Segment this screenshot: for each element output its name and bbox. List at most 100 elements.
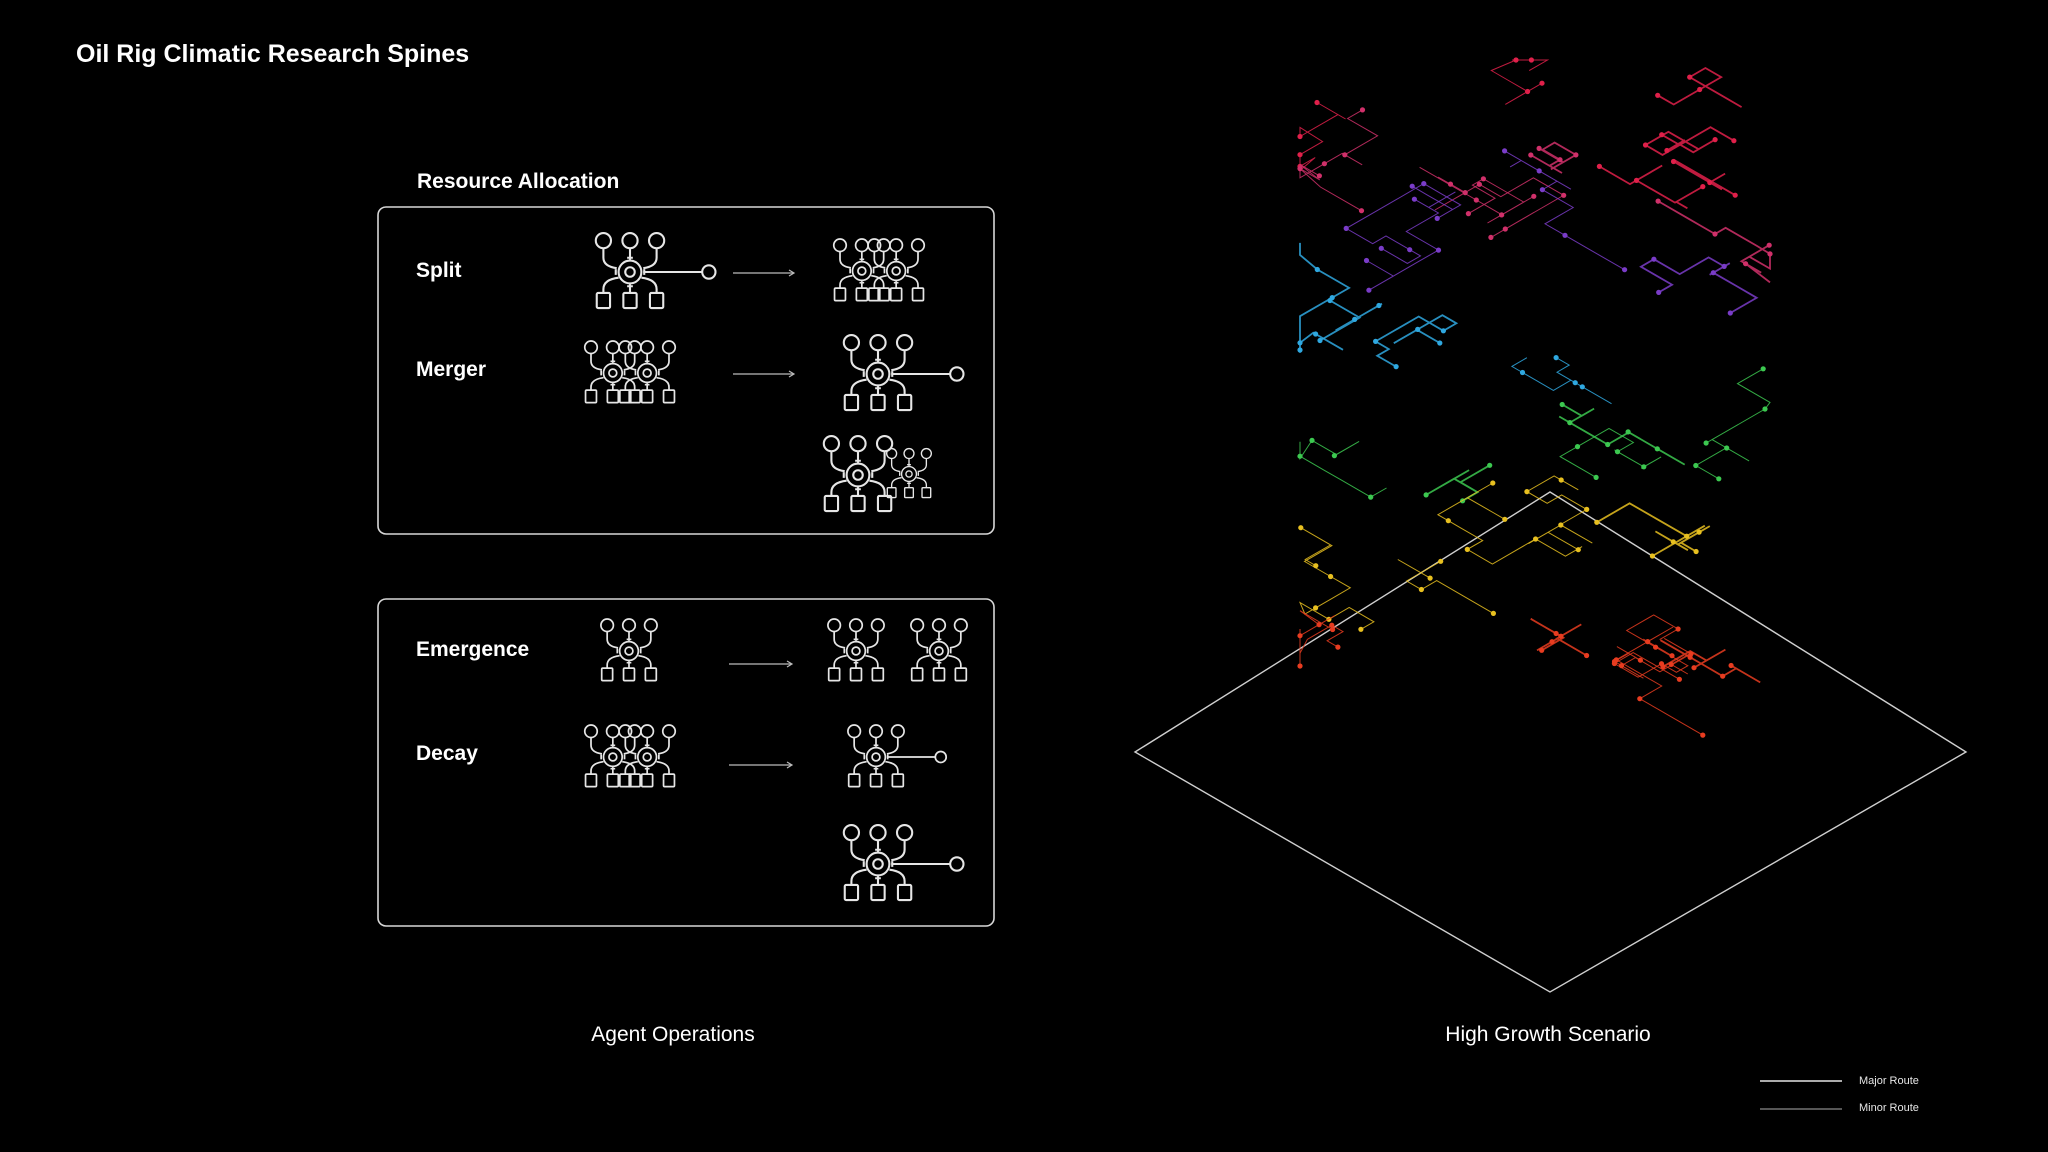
- route-line: [1598, 164, 1704, 210]
- route-node: [1407, 247, 1413, 253]
- route-node: [1490, 610, 1496, 617]
- route-node: [1553, 630, 1559, 637]
- route-node: [1487, 462, 1493, 468]
- decay-after-small-agent-icon: [848, 725, 946, 787]
- route-line: [1436, 482, 1583, 565]
- route-node: [1727, 310, 1733, 316]
- route-line: [1657, 200, 1771, 284]
- route-node: [1329, 622, 1335, 628]
- route-line: [1504, 150, 1625, 271]
- route-node: [1316, 173, 1322, 179]
- route-node: [1298, 525, 1304, 531]
- route-node: [1314, 266, 1320, 273]
- route-node: [1393, 364, 1399, 370]
- route-line: [1643, 126, 1735, 156]
- route-node: [1712, 231, 1718, 237]
- isometric-base-plane: [1133, 491, 1968, 993]
- resource-allocation-title: Resource Allocation: [417, 170, 620, 193]
- route-node: [1473, 197, 1479, 203]
- route-node: [1409, 183, 1415, 189]
- decay-after-large-agent-icon: [844, 825, 964, 900]
- route-node: [1297, 152, 1303, 158]
- route-node: [1625, 429, 1631, 435]
- route-node: [1513, 57, 1519, 63]
- route-node: [1710, 270, 1716, 276]
- route-node: [1762, 406, 1768, 412]
- split-label: Split: [416, 259, 462, 282]
- route-node: [1440, 328, 1446, 334]
- route-node: [1675, 626, 1681, 632]
- route-node: [1297, 340, 1303, 346]
- route-node: [1524, 489, 1530, 495]
- route-node: [1721, 263, 1727, 269]
- route-node: [1684, 533, 1690, 539]
- route-node: [1373, 338, 1379, 344]
- route-node: [1368, 494, 1374, 500]
- route-node: [1343, 225, 1349, 231]
- route-node: [1297, 633, 1303, 639]
- route-node: [1316, 622, 1322, 628]
- route-node: [1427, 575, 1433, 581]
- route-node: [1465, 211, 1471, 217]
- legend-major-route-label: Major Route: [1859, 1075, 1919, 1087]
- route-node: [1335, 644, 1341, 650]
- route-node: [1502, 226, 1508, 232]
- route-node: [1731, 138, 1737, 144]
- route-node: [1557, 157, 1563, 163]
- decay-before-cluster-icon: [585, 725, 675, 787]
- route-node: [1653, 644, 1659, 650]
- route-node: [1553, 355, 1559, 361]
- route-node: [1297, 166, 1303, 172]
- route-node: [1528, 57, 1534, 63]
- route-node: [1728, 662, 1734, 669]
- route-line: [1434, 176, 1565, 238]
- route-line: [1615, 626, 1704, 736]
- route-node: [1720, 673, 1726, 679]
- route-node: [1593, 474, 1599, 480]
- route-node: [1572, 380, 1578, 386]
- route-node: [1760, 366, 1766, 372]
- route-line: [1373, 314, 1459, 368]
- route-node: [1732, 192, 1738, 198]
- route-node: [1525, 88, 1531, 95]
- route-line: [1673, 158, 1736, 196]
- merger-label: Merger: [416, 358, 487, 381]
- route-node: [1378, 245, 1384, 251]
- route-node: [1687, 654, 1693, 660]
- route-line: [1299, 439, 1387, 498]
- legend-minor-route-label: Minor Route: [1859, 1102, 1919, 1114]
- route-line: [1299, 610, 1345, 666]
- route-node: [1445, 518, 1451, 524]
- route-node: [1697, 86, 1703, 93]
- route-node: [1696, 529, 1702, 535]
- route-node: [1584, 652, 1590, 659]
- route-node: [1366, 287, 1372, 293]
- route-line: [1694, 368, 1771, 480]
- route-line: [1530, 141, 1578, 174]
- route-node: [1539, 647, 1545, 653]
- route-node: [1691, 665, 1697, 671]
- route-node: [1297, 347, 1303, 353]
- route-line: [1510, 357, 1612, 405]
- route-node: [1480, 176, 1486, 182]
- merger-result-large-agent-icon: [822, 435, 894, 513]
- route-node: [1622, 267, 1628, 273]
- route-node: [1687, 74, 1693, 80]
- resource-allocation-box: [377, 206, 995, 535]
- route-node: [1596, 163, 1602, 169]
- route-node: [1488, 234, 1494, 240]
- route-line: [1490, 59, 1550, 105]
- route-node: [1435, 247, 1442, 253]
- route-node: [1421, 181, 1427, 187]
- route-node: [1594, 519, 1600, 525]
- route-node: [1438, 558, 1444, 564]
- page-title: Oil Rig Climatic Research Spines: [76, 40, 470, 68]
- route-node: [1712, 137, 1718, 143]
- merger-after-agent-icon: [844, 335, 964, 410]
- route-node: [1352, 316, 1358, 322]
- route-node: [1297, 663, 1303, 669]
- split-before-agent-icon: [596, 233, 716, 308]
- route-node: [1767, 251, 1773, 257]
- route-node: [1531, 193, 1537, 199]
- route-node: [1359, 107, 1366, 113]
